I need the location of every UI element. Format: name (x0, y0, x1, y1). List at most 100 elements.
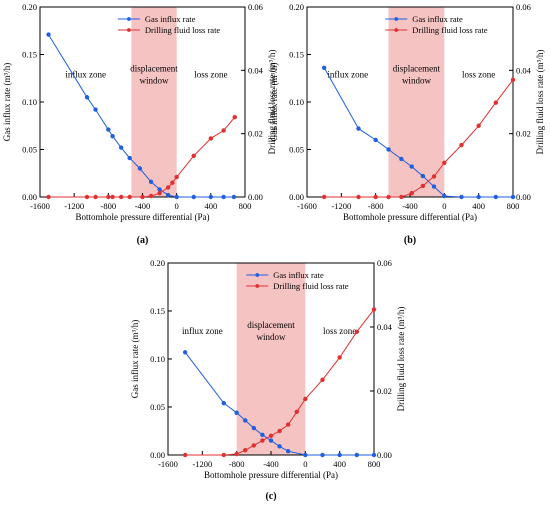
chart-panel-c: -1600 -1200 -800 -400 0 400 8000.000.050.100.1… (130, 258, 406, 502)
gas-influx-data-point (371, 452, 377, 458)
x-axis-label: Bottomhole pressure differential (Pa) (75, 212, 209, 222)
fluid-loss-data-point (251, 443, 257, 448)
y-left-axis-label: Gas influx rate (m³/h) (2, 63, 12, 141)
gas-influx-data-point (118, 145, 124, 150)
gas-influx-series-line (48, 34, 234, 198)
gas-influx-data-point (127, 155, 132, 161)
gas-influx-data-point (251, 425, 257, 431)
panel-label: (b) (404, 235, 416, 246)
legend-marker (394, 28, 399, 32)
gas-influx-data-point (221, 400, 226, 406)
x-tick-label: 400 (204, 201, 217, 211)
gas-influx-data-point (431, 184, 437, 189)
gas-influx-data-point (137, 166, 143, 171)
gas-influx-data-point (373, 137, 378, 143)
y-right-tick-label: 0.02 (516, 129, 531, 139)
fluid-loss-data-point (373, 194, 378, 200)
y-right-tick-label: 0.04 (248, 65, 264, 75)
x-tick-label: 400 (333, 459, 346, 469)
fluid-loss-data-point (182, 452, 188, 458)
x-tick-label: -1200 (331, 201, 351, 211)
legend-label: Drilling fluid loss rate (145, 25, 221, 35)
fluid-loss-data-point (127, 194, 132, 200)
gas-influx-data-point (476, 194, 481, 200)
fluid-loss-data-point (320, 377, 325, 382)
x-tick-label: 800 (239, 201, 252, 211)
y-right-axis-label: Drilling fluid loss rate (m³/h) (535, 50, 545, 155)
x-tick-label: -400 (263, 459, 279, 469)
fluid-loss-data-point (321, 194, 327, 200)
gas-influx-data-point (510, 194, 516, 200)
y-right-tick-label: 0.04 (377, 322, 393, 332)
gas-influx-data-point (277, 444, 282, 449)
y-left-tick-label: 0.15 (150, 306, 165, 316)
gas-influx-data-point (409, 164, 414, 169)
fluid-loss-data-point (337, 355, 342, 360)
fluid-loss-data-point (268, 433, 274, 438)
fluid-loss-data-point (106, 194, 111, 200)
x-tick-label: -1600 (297, 201, 317, 211)
gas-influx-data-point (106, 127, 111, 132)
legend-marker (126, 28, 131, 32)
y-left-tick-label: 0.15 (22, 50, 37, 60)
gas-influx-data-point (93, 107, 98, 112)
x-tick-label: -1200 (64, 201, 84, 211)
fluid-loss-data-point (170, 180, 175, 185)
gas-influx-data-point (420, 173, 426, 179)
legend-marker (255, 284, 260, 288)
x-tick-label: 0 (303, 459, 307, 469)
y-left-tick-label: 0.05 (150, 402, 165, 412)
influx-zone-label: influx zone (65, 69, 106, 79)
gas-influx-data-point (148, 179, 154, 185)
fluid-loss-data-point (157, 191, 162, 196)
fluid-loss-data-point (420, 183, 426, 189)
fluid-loss-data-point (232, 114, 237, 120)
y-left-tick-label: 0.20 (289, 2, 304, 12)
gas-influx-data-point (182, 350, 188, 355)
displacement-window-label: window (257, 332, 287, 342)
gas-influx-data-point (442, 193, 447, 199)
gas-influx-data-point (221, 194, 226, 200)
y-left-tick-label: 0.00 (150, 450, 165, 460)
y-left-tick-label: 0.00 (22, 192, 37, 202)
fluid-loss-data-point (174, 174, 179, 180)
fluid-loss-data-point (84, 194, 90, 200)
legend-label: Gas influx rate (273, 270, 324, 280)
gas-influx-data-point (84, 95, 90, 100)
y-right-axis-label: Drilling fluid loss rate (m³/h) (396, 307, 406, 412)
gas-influx-data-point (399, 156, 404, 162)
y-right-tick-label: 0.04 (516, 65, 532, 75)
displacement-window-label: displacement (247, 320, 295, 330)
gas-influx-data-point (493, 194, 499, 200)
legend-label: Drilling fluid loss rate (273, 281, 349, 291)
x-tick-label: -800 (101, 201, 117, 211)
fluid-loss-data-point (191, 153, 196, 159)
gas-influx-data-point (231, 194, 237, 200)
fluid-loss-data-point (510, 77, 516, 83)
y-left-axis-label: Gas influx rate (m³/h) (130, 320, 140, 398)
chart-panel-b: -1600 -1200 -800 -400 0 400 8000.000.050.100.1… (269, 2, 545, 246)
x-tick-label: -1600 (158, 459, 178, 469)
gas-influx-data-point (46, 32, 51, 37)
gas-influx-data-point (320, 452, 325, 458)
x-tick-label: -1600 (30, 201, 50, 211)
gas-influx-data-point (303, 452, 308, 458)
x-tick-label: 800 (368, 459, 381, 469)
fluid-loss-data-point (148, 193, 154, 199)
x-tick-label: 0 (442, 201, 446, 211)
fluid-loss-data-point (140, 194, 145, 200)
displacement-window-region (131, 7, 177, 197)
fluid-loss-data-point (208, 136, 214, 141)
legend-marker (255, 273, 260, 277)
gas-influx-data-point (337, 452, 342, 458)
fluid-loss-data-point (110, 194, 115, 200)
x-axis-label: Bottomhole pressure differential (Pa) (343, 212, 477, 222)
y-left-tick-label: 0.20 (22, 2, 37, 12)
fluid-loss-data-point (459, 142, 464, 148)
y-left-tick-label: 0.15 (289, 50, 304, 60)
y-left-tick-label: 0.00 (289, 192, 304, 202)
x-axis-label: Bottomhole pressure differential (Pa) (204, 470, 338, 480)
fluid-loss-data-point (260, 438, 265, 443)
y-left-tick-label: 0.10 (150, 354, 165, 364)
